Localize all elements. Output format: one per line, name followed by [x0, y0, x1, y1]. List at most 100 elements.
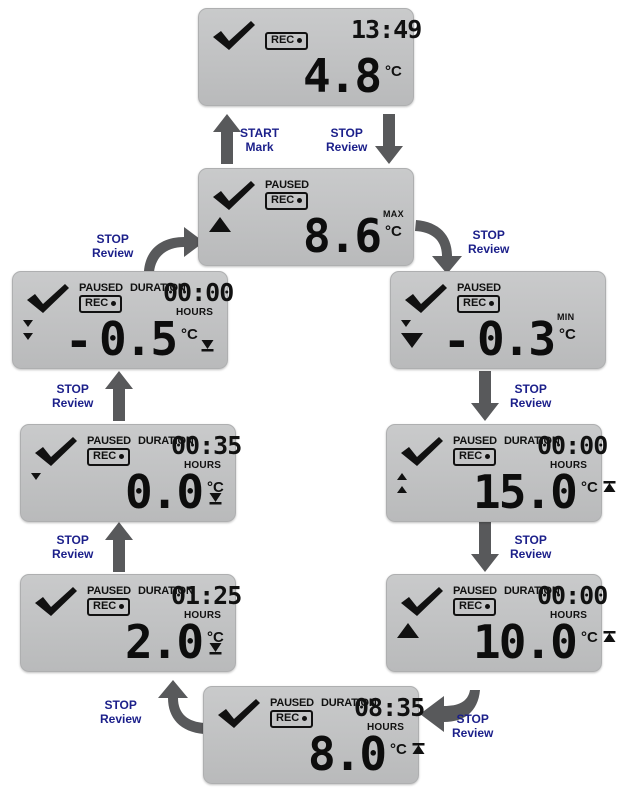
- clock-value: 01:25: [171, 581, 242, 610]
- paused-duration-8-0[interactable]: PAUSED DURATION REC 08:35 HOURS 8.0 °C: [203, 686, 425, 784]
- alarm-high-marker-icon: [412, 743, 425, 756]
- temperature-value: 0.3: [477, 312, 556, 366]
- temperature-unit: °C: [385, 223, 402, 240]
- label-line-1: STOP: [56, 533, 89, 547]
- rec-indicator: REC: [457, 295, 501, 313]
- rec-label: REC: [93, 450, 117, 462]
- label-line-2: Review: [452, 726, 494, 740]
- alarm-up-triangle-icon: [397, 623, 419, 638]
- paused-duration-0-0[interactable]: PAUSED DURATION REC 00:35 HOURS 0.0 °C: [20, 424, 242, 522]
- rec-dot-icon: [485, 604, 491, 609]
- label-line-2: Mark: [245, 140, 274, 154]
- label-line-2: Review: [52, 547, 94, 561]
- paused-min[interactable]: PAUSED REC -0.3 °C MIN: [390, 271, 606, 369]
- checkmark-icon: [211, 21, 257, 51]
- rec-indicator: REC: [453, 598, 497, 616]
- checkmark-icon: [211, 181, 257, 211]
- paused-duration-2-0[interactable]: PAUSED DURATION REC 01:25 HOURS 2.0 °C: [20, 574, 242, 672]
- hours-label: HOURS: [367, 722, 405, 733]
- rec-dot-icon: [297, 198, 303, 203]
- hours-label: HOURS: [184, 610, 222, 621]
- alarm-up-triangle-icon: [209, 217, 231, 232]
- clock-value: 00:35: [171, 431, 242, 460]
- alarm-low-marker-icon: [209, 641, 222, 655]
- negative-sign: -: [65, 314, 93, 368]
- label-line-1: STOP: [456, 712, 489, 726]
- duration-label: DURATION: [130, 282, 186, 294]
- arrow-stop-review-curve-bottomleft: [150, 678, 206, 736]
- temperature-value: 2.0: [125, 615, 204, 669]
- paused-label: PAUSED: [87, 585, 131, 597]
- alarm-down-triangle-icon: [31, 473, 41, 480]
- label-stop-review-4: STOP Review: [52, 382, 93, 410]
- label-line-1: STOP: [56, 382, 89, 396]
- negative-sign: -: [443, 314, 471, 368]
- rec-label: REC: [459, 600, 483, 612]
- label-stop-review-8: STOP Review: [100, 698, 141, 726]
- paused-max[interactable]: PAUSED REC 8.6 °C MAX: [198, 168, 414, 266]
- paused-duration-10-0[interactable]: PAUSED DURATION REC 00:00 HOURS 10.0 °C: [386, 574, 616, 672]
- label-line-2: Review: [326, 140, 368, 154]
- label-line-1: STOP: [514, 533, 547, 547]
- paused-label: PAUSED: [79, 282, 123, 294]
- alarm-down-triangle-icon: [23, 320, 33, 327]
- temperature-value: 10.0: [473, 615, 578, 669]
- label-line-2: Review: [510, 396, 552, 410]
- label-line-1: STOP: [330, 126, 363, 140]
- paused-label: PAUSED: [453, 435, 497, 447]
- clock-value: 08:35: [354, 693, 425, 722]
- minmax-label: MIN: [557, 312, 575, 322]
- label-line-1: STOP: [104, 698, 137, 712]
- arrow-stop-review-curve-bottomright: [418, 688, 482, 734]
- rec-indicator: REC: [453, 448, 497, 466]
- checkmark-icon: [33, 587, 79, 617]
- checkmark-icon: [403, 284, 449, 314]
- label-start-mark: START Mark: [240, 126, 279, 154]
- label-stop-review-5: STOP Review: [510, 382, 551, 410]
- rec-indicator: REC: [79, 295, 123, 313]
- label-line-2: Review: [510, 547, 552, 561]
- temperature-unit: °C: [207, 629, 224, 646]
- checkmark-icon: [33, 437, 79, 467]
- rec-dot-icon: [297, 38, 303, 43]
- duration-label: DURATION: [138, 585, 194, 597]
- duration-label: DURATION: [504, 585, 560, 597]
- label-line-2: Review: [468, 242, 510, 256]
- hours-label: HOURS: [176, 307, 214, 318]
- running-realtime[interactable]: REC 13:49 4.8 °C: [198, 8, 422, 106]
- arrow-stop-review-curve-left: [140, 225, 206, 273]
- alarm-down-triangle-icon: [23, 333, 33, 340]
- label-line-1: STOP: [514, 382, 547, 396]
- temperature-unit: °C: [581, 629, 598, 646]
- label-stop-review-3: STOP Review: [468, 228, 509, 256]
- label-line-2: Review: [92, 246, 134, 260]
- temperature-value: 15.0: [473, 465, 578, 519]
- temperature-unit: °C: [385, 63, 402, 80]
- paused-duration-15-0[interactable]: PAUSED DURATION REC 00:00 HOURS 15.0 °C: [386, 424, 616, 522]
- clock-value: 00:00: [537, 581, 608, 610]
- paused-duration-minus-0-5[interactable]: PAUSED DURATION REC 00:00 HOURS -0.5 °C: [12, 271, 234, 369]
- arrow-stop-review-down-1: [374, 114, 404, 164]
- rec-dot-icon: [119, 454, 125, 459]
- temperature-value: 4.8: [303, 49, 382, 103]
- temperature-unit: °C: [581, 479, 598, 496]
- minmax-label: MAX: [383, 209, 404, 219]
- clock-value: 00:00: [537, 431, 608, 460]
- arrow-start-mark-up: [212, 114, 242, 164]
- label-line-1: START: [240, 126, 280, 140]
- hours-label: HOURS: [550, 460, 588, 471]
- label-stop-review-9: STOP Review: [452, 712, 493, 740]
- paused-label: PAUSED: [87, 435, 131, 447]
- rec-indicator: REC: [87, 448, 131, 466]
- rec-label: REC: [271, 34, 295, 46]
- arrow-stop-review-curve-right: [414, 218, 470, 276]
- paused-label: PAUSED: [265, 179, 309, 191]
- rec-dot-icon: [302, 716, 308, 721]
- rec-indicator: REC: [270, 710, 314, 728]
- temperature-value: 8.0: [308, 727, 387, 781]
- alarm-low-marker-icon: [201, 338, 214, 352]
- rec-label: REC: [463, 297, 487, 309]
- rec-label: REC: [276, 712, 300, 724]
- paused-label: PAUSED: [270, 697, 314, 709]
